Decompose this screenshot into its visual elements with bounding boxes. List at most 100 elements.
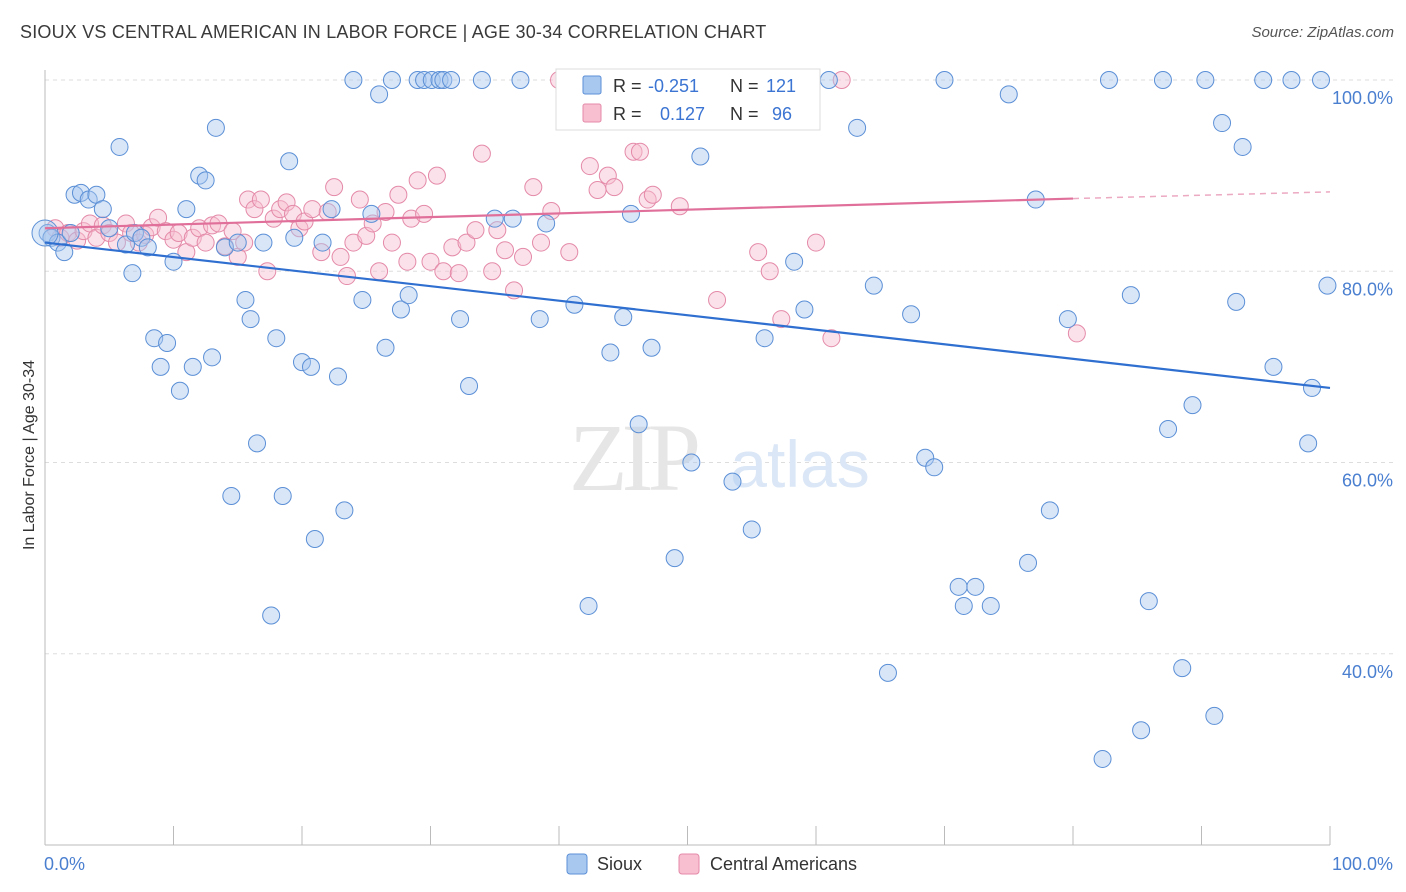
sioux-point [1093,749,1112,768]
x-tick-label: 100.0% [1332,854,1393,874]
sioux-point [1303,378,1322,397]
y-tick-label: 80.0% [1342,279,1393,299]
sioux-point [1058,310,1077,329]
sioux-point [503,209,522,228]
sioux-point [755,329,774,348]
sioux-point [177,200,196,219]
trend-lines [44,191,1331,390]
sioux-point [353,290,372,309]
sioux-point [621,204,640,223]
sioux-point [472,71,491,89]
series-legend: Sioux Central Americans [566,853,857,875]
y-axis-label: In Labor Force | Age 30-34 [21,360,38,550]
sioux-point [110,137,129,156]
legend-r-label-1: R = [613,76,642,96]
sioux-point [183,357,202,376]
central-americans-point [807,233,825,252]
sioux-point [460,377,479,395]
central-americans-point [196,233,215,252]
sioux-point [399,286,418,305]
sioux-point [819,71,838,89]
bottom-legend-swatch-central [678,853,700,875]
sioux-point [61,224,80,242]
sioux-point [100,219,119,238]
central-americans-point [370,262,389,281]
legend-r-label-2: R = [613,104,642,124]
sioux-point [1264,357,1283,376]
sioux-point [228,233,247,252]
sioux-point [902,305,921,324]
sioux-point [1318,276,1337,295]
sioux-point [170,381,189,400]
sioux-point [222,486,241,505]
sioux-point [629,415,648,434]
sioux-point [267,329,286,348]
central-americans-point [303,200,322,219]
central-americans-point [382,233,401,252]
central-americans-point [483,262,502,281]
central-americans-point [496,241,515,260]
sioux-point [935,71,954,89]
sioux-point [1153,71,1172,89]
sioux-point [691,147,710,166]
central-americans-point [560,243,579,262]
sioux-point [65,185,84,204]
central-americans-point [443,238,462,257]
central-americans-point [708,290,727,309]
legend-r-value-2: 0.127 [660,104,705,124]
sioux-point [322,200,341,219]
sioux-point [1132,721,1151,740]
central-americans-point [524,178,543,197]
central-americans-point [415,204,434,223]
sioux-point [878,663,897,682]
sioux-point [382,71,401,89]
grid-lines [45,79,1395,655]
sioux-point [123,264,142,283]
central-americans-point [258,262,277,281]
central-americans-point [472,144,491,163]
sioux-point [1040,501,1059,520]
sioux-point [723,472,742,491]
sioux-point [916,448,935,467]
sioux-point [530,310,549,329]
sioux-point [55,243,74,262]
central-americans-point [638,190,657,209]
sioux-point [1213,114,1232,133]
bottom-legend-swatch-sioux [566,853,588,875]
central-americans-point [122,224,141,242]
sioux-point [370,85,389,104]
sioux-point [1099,71,1118,89]
central-americans-point [605,178,624,197]
sioux-point [1183,396,1202,415]
sioux-point [344,71,363,89]
chart-title: SIOUX VS CENTRAL AMERICAN IN LABOR FORCE… [20,22,767,42]
central-americans-point [251,190,270,209]
sioux-point [1299,434,1318,453]
sioux-point [313,233,332,252]
sioux-point [132,228,151,247]
sioux-point [71,183,90,202]
watermark-zip: ZIP [569,404,698,511]
sioux-point [981,596,1000,615]
central-americans-point [670,197,689,216]
sioux-point [254,233,273,252]
central-americans-point [457,233,476,252]
central-americans-point [203,216,222,235]
central-americans-point [580,157,599,176]
sioux-point [451,310,470,329]
y-tick-label: 60.0% [1342,471,1393,491]
central-americans-point [822,329,841,348]
legend-r-value-1: -0.251 [648,76,699,96]
bottom-legend-central: Central Americans [710,854,857,874]
bottom-legend-sioux: Sioux [597,854,642,874]
sioux-point [248,434,267,453]
central-americans-point [245,200,264,219]
sioux-point [1019,553,1038,572]
central-americans-point [760,262,779,281]
sioux-point [328,367,347,386]
central-americans-point [312,243,331,262]
central-americans-point [427,166,446,185]
x-tick-label: 0.0% [44,854,85,874]
legend-n-label-2: N = [730,104,759,124]
sioux-point [206,118,225,137]
